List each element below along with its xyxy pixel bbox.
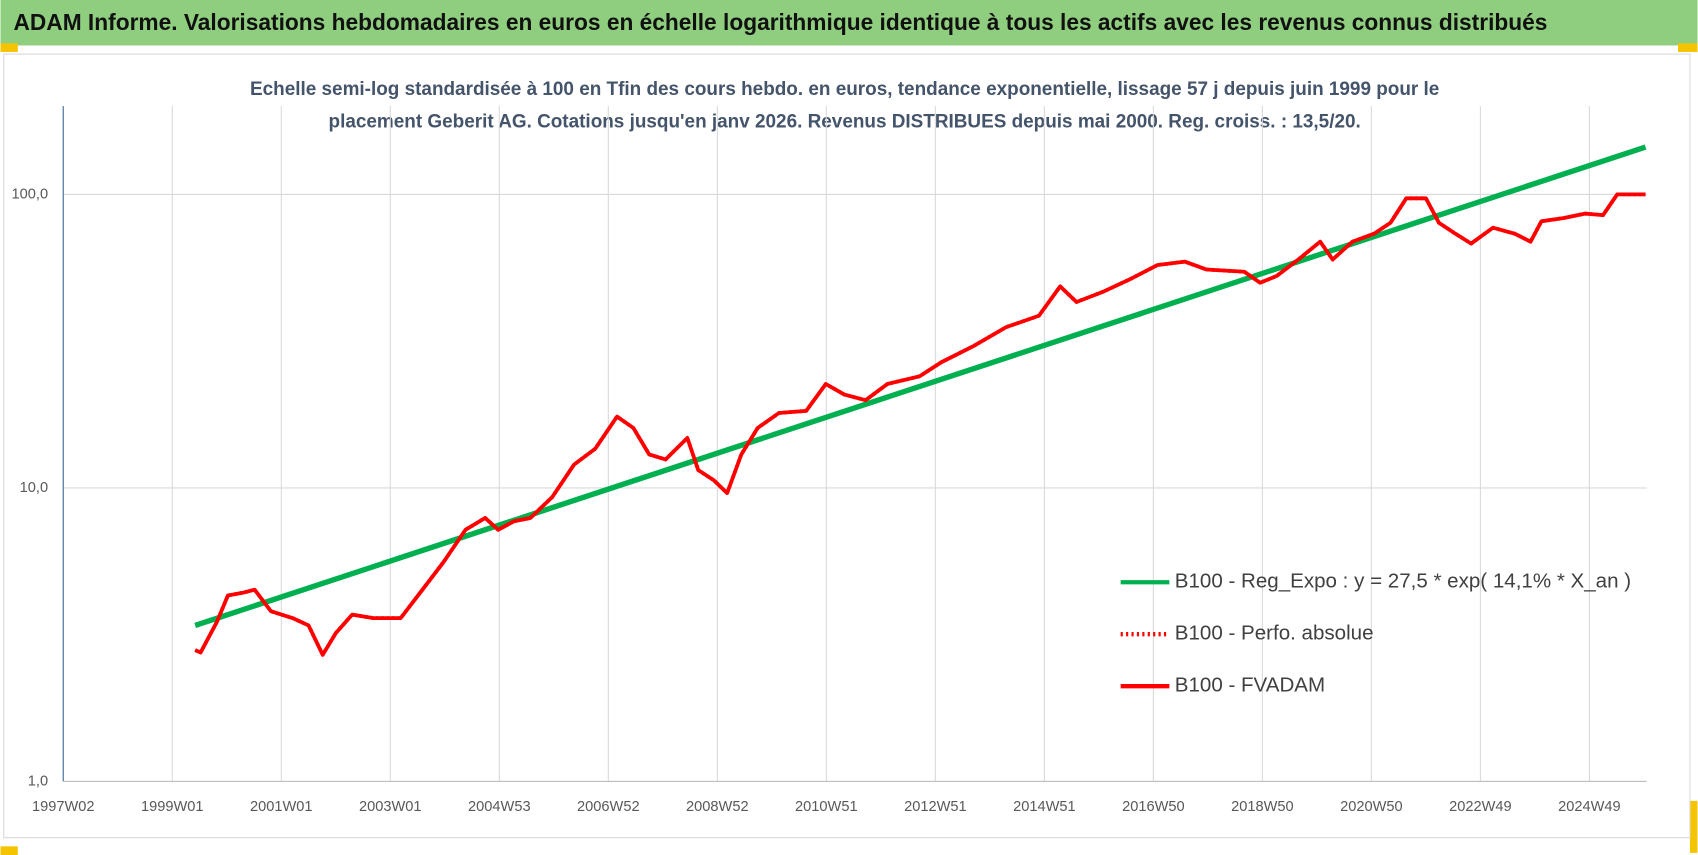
- corner-mark: [1678, 43, 1698, 52]
- legend-label: B100 - Perfo. absolue: [1175, 622, 1374, 645]
- y-tick-label: 100,0: [12, 186, 49, 202]
- banner: [0, 0, 1698, 46]
- legend-label: B100 - FVADAM: [1175, 674, 1325, 697]
- x-tick-label: 1999W01: [141, 799, 204, 815]
- x-tick-label: 2010W51: [795, 799, 858, 815]
- x-tick-label: 2022W49: [1449, 799, 1512, 815]
- corner-mark: [1689, 800, 1698, 853]
- corner-mark: [0, 43, 18, 52]
- x-tick-label: 2008W52: [686, 799, 749, 815]
- y-tick-label: 10,0: [20, 480, 48, 496]
- legend-label: B100 - Reg_Expo : y = 27,5 * exp( 14,1% …: [1175, 570, 1631, 593]
- x-tick-label: 2014W51: [1013, 799, 1076, 815]
- corner-mark: [0, 846, 18, 855]
- x-tick-label: 2020W50: [1340, 799, 1403, 815]
- series-line: [194, 144, 1647, 628]
- x-tick-label: 2003W01: [359, 799, 422, 815]
- x-tick-label: 2012W51: [904, 799, 967, 815]
- chart-frame: [3, 53, 1691, 839]
- x-tick-label: 2018W50: [1231, 799, 1294, 815]
- x-tick-label: 2001W01: [250, 799, 313, 815]
- x-tick-label: 2004W53: [468, 799, 531, 815]
- chart-subtitle: placement Geberit AG. Cotations jusqu'en…: [329, 111, 1361, 132]
- chart-title: ADAM Informe. Valorisations hebdomadaire…: [13, 9, 1547, 35]
- x-tick-label: 2024W49: [1558, 799, 1621, 815]
- series-line: [194, 192, 1646, 657]
- y-tick-label: 1,0: [28, 773, 48, 789]
- x-tick-label: 2006W52: [577, 799, 640, 815]
- x-tick-label: 2016W50: [1122, 799, 1185, 815]
- chart-subtitle: Echelle semi-log standardisée à 100 en T…: [250, 79, 1439, 100]
- x-tick-label: 1997W02: [32, 799, 95, 815]
